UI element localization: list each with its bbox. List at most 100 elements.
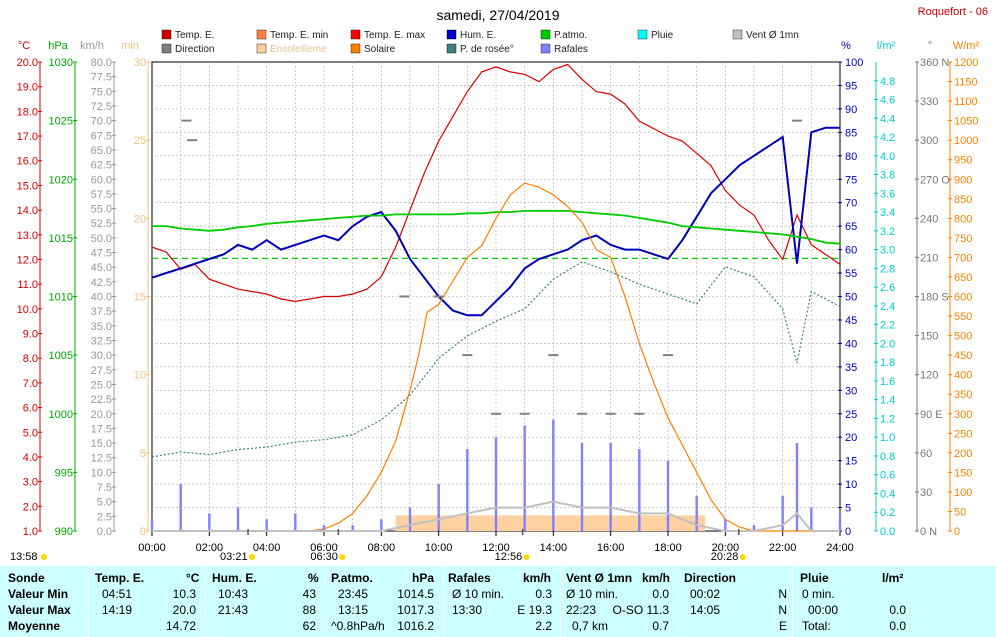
axis-tick-label-hum: 35 <box>845 362 857 374</box>
axis-tick-label-temp: 2.0 <box>23 501 38 513</box>
axis-tick-label-dir: 90 E <box>920 409 943 421</box>
axis-tick-label-hum: 0 <box>845 526 851 538</box>
axis-tick-label-sun: 0 <box>140 526 146 538</box>
axis-tick-label-wind: 55.0 <box>91 204 112 216</box>
legend-swatch <box>446 43 457 54</box>
axis-tick-label-hum: 50 <box>845 292 857 304</box>
axis-tick-label-wind: 15.0 <box>91 438 112 450</box>
legend-label: Temp. E. min <box>270 30 328 41</box>
axis-tick-label-rain: 4.0 <box>880 151 895 163</box>
axis-tick-label-hum: 60 <box>845 245 857 257</box>
event-sun-icon <box>41 554 47 560</box>
axis-tick-label-wind: 70.0 <box>91 116 112 128</box>
series-vent-1mn <box>152 500 840 532</box>
cell-pluie-time: 0 min. <box>802 587 835 601</box>
axis-tick-label-hum: 55 <box>845 268 857 280</box>
gust-bar <box>752 525 756 531</box>
axis-tick-label-sun: 20 <box>134 213 146 225</box>
axis-tick-label-wind: 0.0 <box>97 526 112 538</box>
axis-tick-label-wind: 62.5 <box>91 160 112 172</box>
axis-tick-label-rain: 0.0 <box>880 526 895 538</box>
legend-label: Temp. E. <box>175 30 214 41</box>
col-pluie: Pluie <box>800 571 829 585</box>
legend-swatch <box>540 29 551 40</box>
axis-tick-label-solar: 450 <box>954 350 972 362</box>
axis-tick-label-temp: 5.0 <box>23 427 38 439</box>
legend-label: Rafales <box>554 44 588 55</box>
axis-tick-label-temp: 16.0 <box>17 156 38 168</box>
event-sun-icon <box>523 554 530 560</box>
axis-tick-label-wind: 42.5 <box>91 277 112 289</box>
axis-tick-label-pres: 1010 <box>49 292 73 304</box>
axis-tick-label-wind: 45.0 <box>91 262 112 274</box>
cell-pluie-label: Total: <box>802 619 831 633</box>
gust-bar <box>638 448 641 531</box>
axis-tick-label-solar: 250 <box>954 428 972 440</box>
direction-mark <box>548 354 559 357</box>
cell-hum-value: 43 <box>302 587 316 601</box>
axis-tick-label-rain: 2.8 <box>880 263 895 275</box>
axis-tick-label-wind: 75.0 <box>91 86 112 98</box>
axis-tick-label-solar: 400 <box>954 370 972 382</box>
gust-bar <box>494 437 498 531</box>
cell-pres-time: 13:15 <box>338 603 369 617</box>
axis-tick-label-rain: 3.2 <box>880 226 895 238</box>
event-label: 03:21 <box>220 551 248 563</box>
event-sun-icon <box>249 554 256 560</box>
axis-tick-label-solar: 350 <box>954 389 972 401</box>
axis-tick-label-rain: 2.4 <box>880 301 895 313</box>
row-label-max: Valeur Max <box>8 603 71 617</box>
cell-vent-time: 22:23 <box>566 603 597 617</box>
col-sonde: Sonde <box>8 571 45 585</box>
axis-tick-label-wind: 22.5 <box>91 394 112 406</box>
direction-mark <box>605 412 616 415</box>
col-temp: Temp. E. <box>95 571 145 585</box>
legend-swatch <box>350 43 361 54</box>
cell-hum-time: 21:43 <box>218 603 249 617</box>
axis-tick-label-rain: 4.8 <box>880 76 895 88</box>
axis-tick-label-dir: 210 <box>920 252 938 264</box>
gust-bar <box>380 519 383 531</box>
cell-temp-value: 10.3 <box>172 587 196 601</box>
axis-tick-label-temp: 4.0 <box>23 452 38 464</box>
axis-tick-label-rain: 0.4 <box>880 488 895 500</box>
series-solaire <box>152 182 840 532</box>
axis-tick-label-wind: 52.5 <box>91 218 112 230</box>
axis-tick-label-wind: 80.0 <box>91 57 112 69</box>
legend-swatch <box>637 29 648 40</box>
x-tick-label: 22:00 <box>769 542 797 554</box>
sunshine-bar <box>395 515 706 531</box>
axis-tick-label-solar: 50 <box>954 506 966 518</box>
axis-tick-label-rain: 4.4 <box>880 113 895 125</box>
event-markers: 13:58 06:30 03:21 12:56 20:28 <box>10 529 746 563</box>
x-tick-label: 20:00 <box>712 542 740 554</box>
col-direction: Direction <box>684 571 737 585</box>
axis-tick-label-solar: 750 <box>954 233 972 245</box>
event-label: 13:58 <box>10 551 38 563</box>
x-tick-label: 00:00 <box>138 542 166 554</box>
cell-hum-time: 10:43 <box>218 587 249 601</box>
chart-legend: Temp. E. Temp. E. min Temp. E. max Hum. E. P… <box>161 29 799 55</box>
axis-tick-label-rain: 3.0 <box>880 245 895 257</box>
cell-raf-time: 13:30 <box>452 603 483 617</box>
col-vent: Vent Ø 1mn <box>566 571 633 585</box>
axis-tick-label-rain: 1.2 <box>880 413 895 425</box>
gust-bar <box>724 519 727 531</box>
x-tick-label: 12:00 <box>482 542 510 554</box>
axis-tick-label-solar: 700 <box>954 252 972 264</box>
gust-bar <box>179 484 182 531</box>
cell-pres-value: 1014.5 <box>397 587 434 601</box>
gust-bar <box>150 519 154 531</box>
axis-tick-label-dir: 360 N <box>920 57 949 69</box>
axis-tick-label-solar: 300 <box>954 409 972 421</box>
legend-label: Temp. E. max <box>364 30 425 41</box>
series-direction <box>181 119 802 415</box>
axis-unit-hum: % <box>841 40 851 52</box>
legend-swatch <box>256 43 267 54</box>
cell-raf-value: 0.3 <box>535 587 552 601</box>
legend-label: Solaire <box>364 44 396 55</box>
cell-pres-value: 1017.3 <box>397 603 434 617</box>
col-hum: Hum. E. <box>212 571 257 585</box>
legend-swatch <box>732 29 743 40</box>
axis-tick-label-solar: 1000 <box>954 135 978 147</box>
